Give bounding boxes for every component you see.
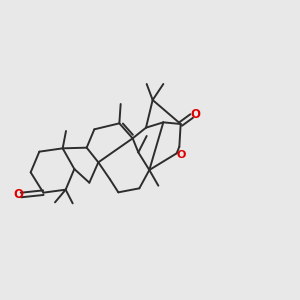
Text: O: O [191, 109, 201, 122]
Text: O: O [177, 150, 186, 160]
Text: O: O [13, 188, 23, 202]
